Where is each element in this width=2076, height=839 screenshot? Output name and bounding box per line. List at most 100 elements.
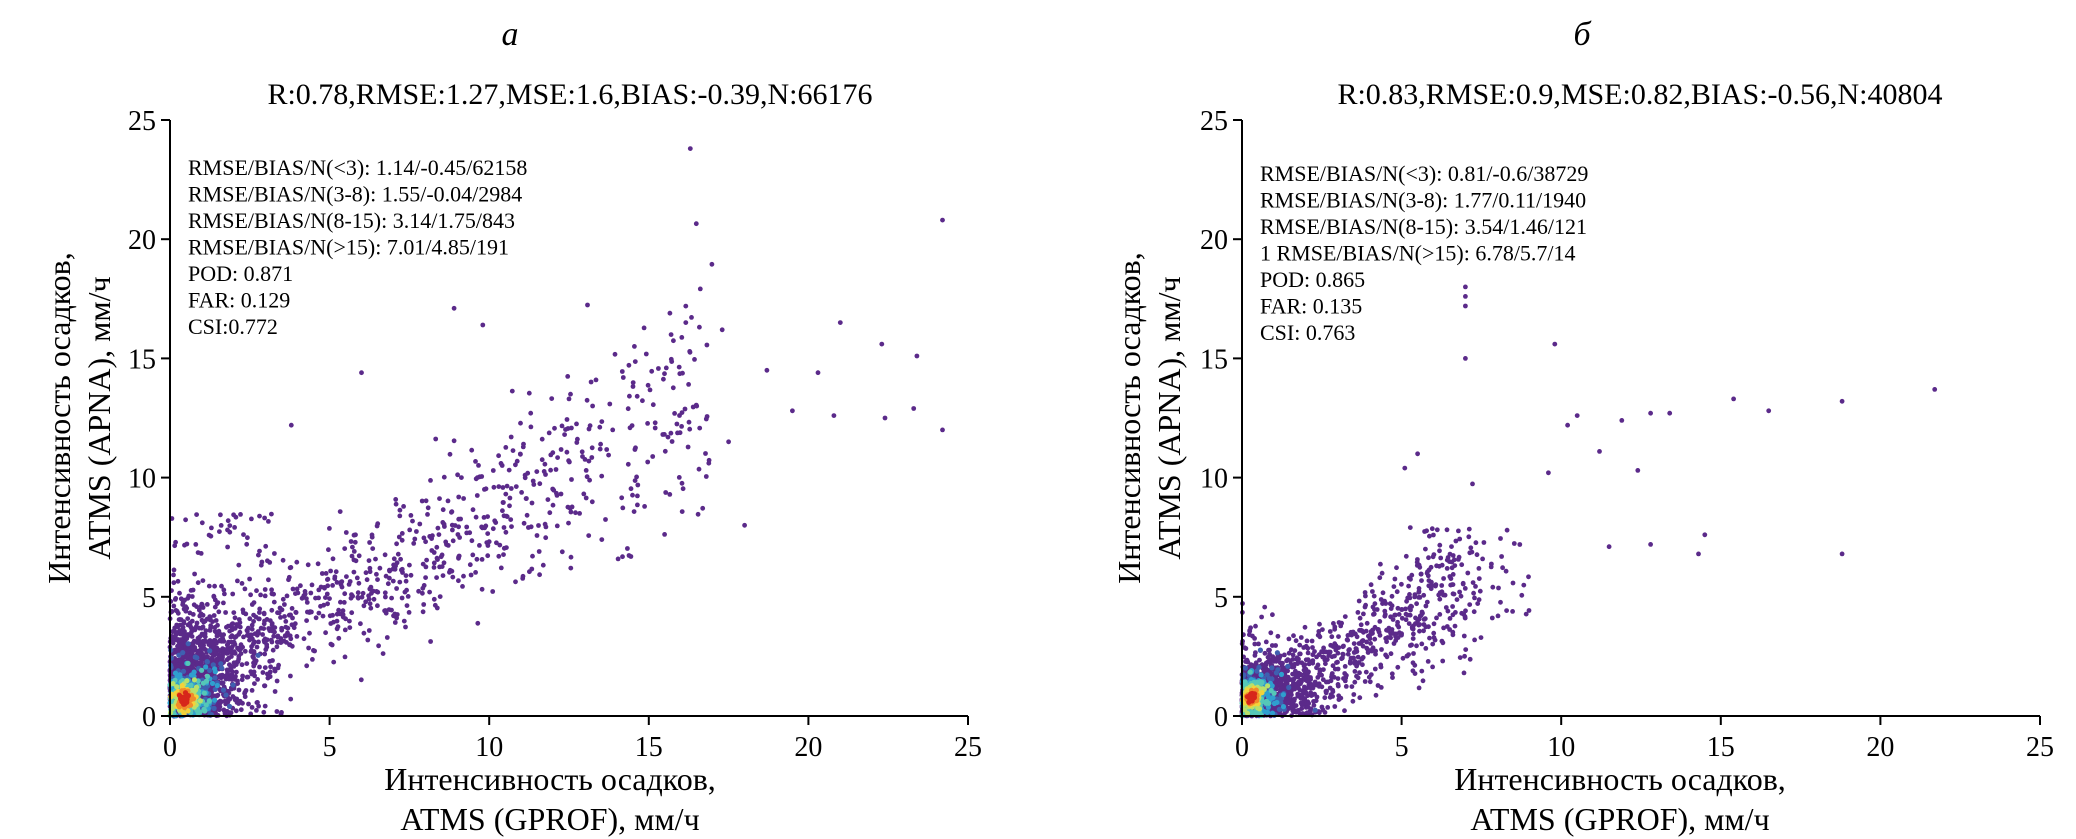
data-point [338,599,343,605]
data-point [464,524,470,530]
data-point [635,493,640,499]
data-point [1395,635,1401,640]
data-point [358,677,364,683]
data-point [420,609,426,615]
data-point [431,560,437,566]
data-point [503,529,509,535]
data-point [1456,528,1461,534]
data-point [475,475,480,480]
data-point [182,542,187,548]
data-point [568,391,573,397]
data-point [1363,593,1368,599]
data-point [207,667,213,674]
data-point [626,553,632,558]
data-point [589,499,595,505]
data-point [485,514,490,519]
data-point [1284,658,1289,664]
data-point [192,571,198,577]
data-point [1438,555,1444,561]
data-point [204,673,211,680]
data-point [1449,544,1454,549]
data-point [190,642,196,647]
data-point [313,615,319,621]
data-point [1457,589,1462,595]
y-tick-label: 10 [1200,464,1228,495]
data-point [632,359,638,364]
data-point [230,669,235,675]
data-point [914,353,920,359]
y-tick-label: 0 [142,702,156,733]
data-point [286,574,292,580]
data-point [1635,468,1641,473]
data-point [652,420,658,426]
data-point [203,664,209,670]
data-point [188,656,194,661]
data-point [1476,576,1482,581]
data-point [1389,627,1395,632]
data-point [464,530,470,536]
data-point [434,544,440,550]
data-point [195,639,200,645]
data-point [235,681,241,686]
data-point [211,594,217,600]
data-point [1309,638,1315,644]
data-point [352,539,358,545]
data-point [1360,643,1366,649]
data-point [597,446,603,452]
data-point [290,586,296,592]
data-point [501,545,507,551]
data-point [249,705,255,710]
data-point [1407,605,1413,611]
data-point [382,608,387,614]
data-point [534,533,540,538]
data-point [501,525,507,530]
data-point [669,439,675,444]
data-point [604,447,610,452]
data-point [1403,617,1409,623]
data-point [196,625,202,631]
data-point [1445,608,1451,614]
data-point [189,594,195,599]
data-point [1453,610,1458,615]
data-point [504,514,510,519]
data-point [174,637,180,643]
data-point [634,474,639,480]
data-point [1362,679,1368,684]
data-point [174,684,180,690]
data-point [1467,656,1473,662]
data-point [359,594,365,600]
data-point [582,457,588,462]
data-point [679,424,684,429]
data-point [742,522,747,528]
data-point [1364,639,1369,645]
data-point [1376,629,1382,635]
data-point [391,556,397,562]
data-point [1336,645,1342,650]
data-point [229,627,235,633]
data-point [1434,563,1439,569]
data-point [1404,653,1410,659]
data-point [632,447,638,452]
y-tick-label: 0 [1214,702,1228,733]
data-point [1357,695,1363,701]
data-point [588,379,594,385]
data-point [697,324,702,330]
data-point [1440,658,1446,664]
data-point [423,539,428,545]
y-axis-label-group: Интенсивность осадков, ATMS (APNA), мм/ч [41,252,117,584]
data-point [174,608,180,614]
data-point [283,619,289,624]
data-point [389,595,394,601]
data-point [568,554,574,560]
y-tick-label: 25 [128,106,156,137]
data-point [206,583,212,589]
data-point [417,521,423,527]
data-point [1332,704,1338,709]
data-point [1310,692,1316,697]
data-point [726,439,731,445]
data-point [1468,545,1474,551]
data-point [669,359,675,364]
data-point [526,390,532,396]
data-point [375,521,381,527]
data-point [294,634,300,639]
